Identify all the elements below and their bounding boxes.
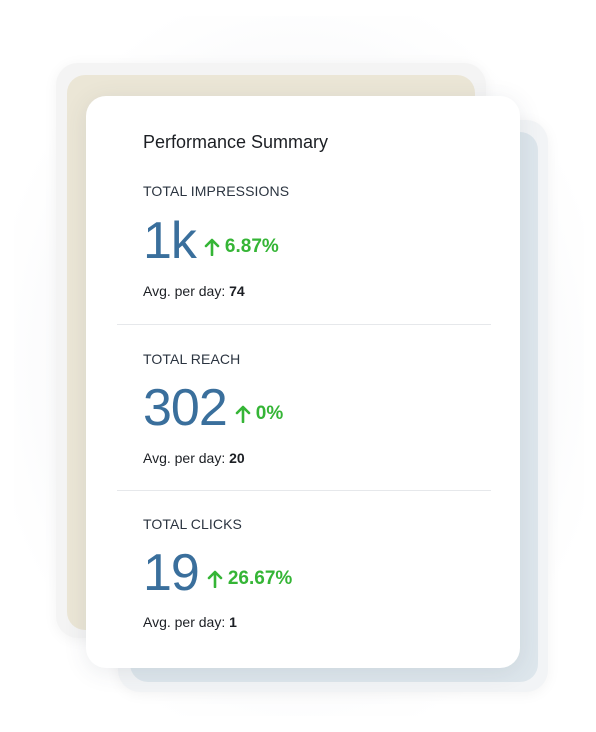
card-title: Performance Summary [143, 132, 329, 152]
metric-value-row: 1k 6.87% [143, 215, 279, 267]
metric-change-value: 6.87% [224, 236, 279, 257]
metric-change: 26.67% [207, 568, 292, 590]
avg-label: Avg. per day: [143, 614, 226, 630]
metric-value: 1k [143, 212, 197, 270]
metric-value: 19 [143, 544, 200, 602]
metric-label: TOTAL REACH [143, 351, 241, 367]
metric-avg: Avg. per day: 1 [143, 614, 237, 630]
metric-avg: Avg. per day: 20 [143, 450, 245, 466]
metric-change-value: 26.67% [227, 568, 293, 589]
divider [117, 324, 491, 325]
avg-value: 74 [229, 283, 245, 299]
metric-change: 6.87% [204, 236, 279, 258]
metric-change: 0% [235, 403, 283, 425]
arrow-up-icon [207, 570, 223, 588]
avg-label: Avg. per day: [143, 283, 226, 299]
arrow-up-icon [204, 238, 220, 256]
avg-value: 1 [229, 614, 237, 630]
divider [117, 490, 491, 491]
metric-value-row: 19 26.67% [143, 547, 292, 599]
performance-summary-card: Performance Summary TOTAL IMPRESSIONS 1k… [86, 96, 520, 668]
avg-value: 20 [229, 450, 245, 466]
metric-label: TOTAL CLICKS [143, 516, 242, 532]
avg-label: Avg. per day: [143, 450, 226, 466]
metric-label: TOTAL IMPRESSIONS [143, 183, 290, 199]
metric-avg: Avg. per day: 74 [143, 283, 245, 299]
metric-value-row: 302 0% [143, 382, 283, 434]
metric-value: 302 [143, 379, 228, 437]
arrow-up-icon [235, 405, 251, 423]
metric-change-value: 0% [255, 403, 284, 424]
